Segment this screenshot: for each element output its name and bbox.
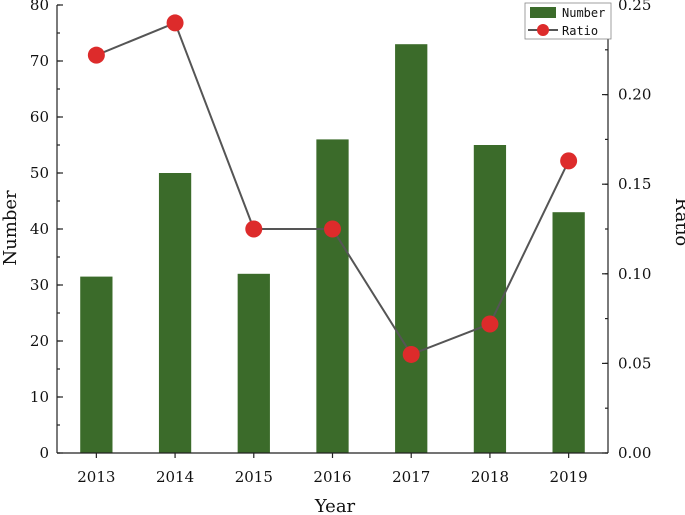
y2-tick-label: 0.15	[618, 175, 651, 193]
y-tick-label: 30	[30, 276, 49, 294]
y2-tick-label: 0.10	[618, 265, 651, 283]
y2-tick-label: 0.25	[618, 0, 651, 14]
y2-tick-label: 0.00	[618, 444, 651, 462]
y-tick-label: 50	[30, 164, 49, 182]
legend-label-ratio: Ratio	[562, 24, 598, 38]
x-tick-label: 2019	[550, 468, 588, 486]
ratio-point-2016	[324, 220, 341, 238]
bar-2018	[473, 145, 507, 453]
y-tick-label: 10	[30, 388, 49, 406]
y2-tick-label: 0.05	[618, 354, 651, 372]
y-tick-label: 40	[30, 220, 49, 238]
tick-labels: 2013 2014 2015 2016 2017 2018 2019 0 10 20 30 40 50 6…	[30, 0, 652, 486]
y-tick-label: 60	[30, 108, 49, 126]
x-tick-label: 2014	[156, 468, 194, 486]
legend: Number Ratio	[524, 2, 612, 40]
y-tick-label: 80	[30, 0, 49, 14]
x-tick-label: 2017	[392, 468, 430, 486]
y-tick-label: 0	[39, 444, 49, 462]
ratio-point-2015	[245, 220, 263, 238]
x-tick-label: 2015	[235, 468, 273, 486]
legend-marker-swatch	[537, 24, 549, 36]
y-axis-title: Number	[0, 190, 21, 266]
axes	[56, 4, 609, 458]
bar-2017	[395, 44, 428, 453]
y2-axis-title: Ratio	[671, 198, 685, 247]
ratio-point-2017	[402, 345, 420, 363]
y-tick-label: 20	[30, 332, 49, 350]
ratio-point-2018	[481, 315, 499, 333]
bar-2015	[237, 273, 270, 453]
bar-series	[80, 44, 585, 453]
legend-bar-swatch	[530, 7, 556, 18]
bar-2016	[316, 139, 349, 453]
bar-2013	[80, 276, 113, 453]
legend-label-number: Number	[562, 6, 605, 20]
bar-2019	[552, 212, 585, 453]
line-series	[87, 14, 578, 363]
ratio-point-2019	[560, 152, 578, 170]
ratio-point-2013	[87, 46, 105, 64]
ratio-point-2014	[166, 14, 184, 32]
y-tick-label: 70	[30, 52, 49, 70]
x-tick-label: 2016	[313, 468, 351, 486]
x-axis-title: Year	[314, 496, 356, 515]
y2-tick-label: 0.20	[618, 86, 651, 104]
x-tick-label: 2013	[77, 468, 115, 486]
bar-2014	[158, 173, 192, 453]
x-tick-label: 2018	[471, 468, 509, 486]
